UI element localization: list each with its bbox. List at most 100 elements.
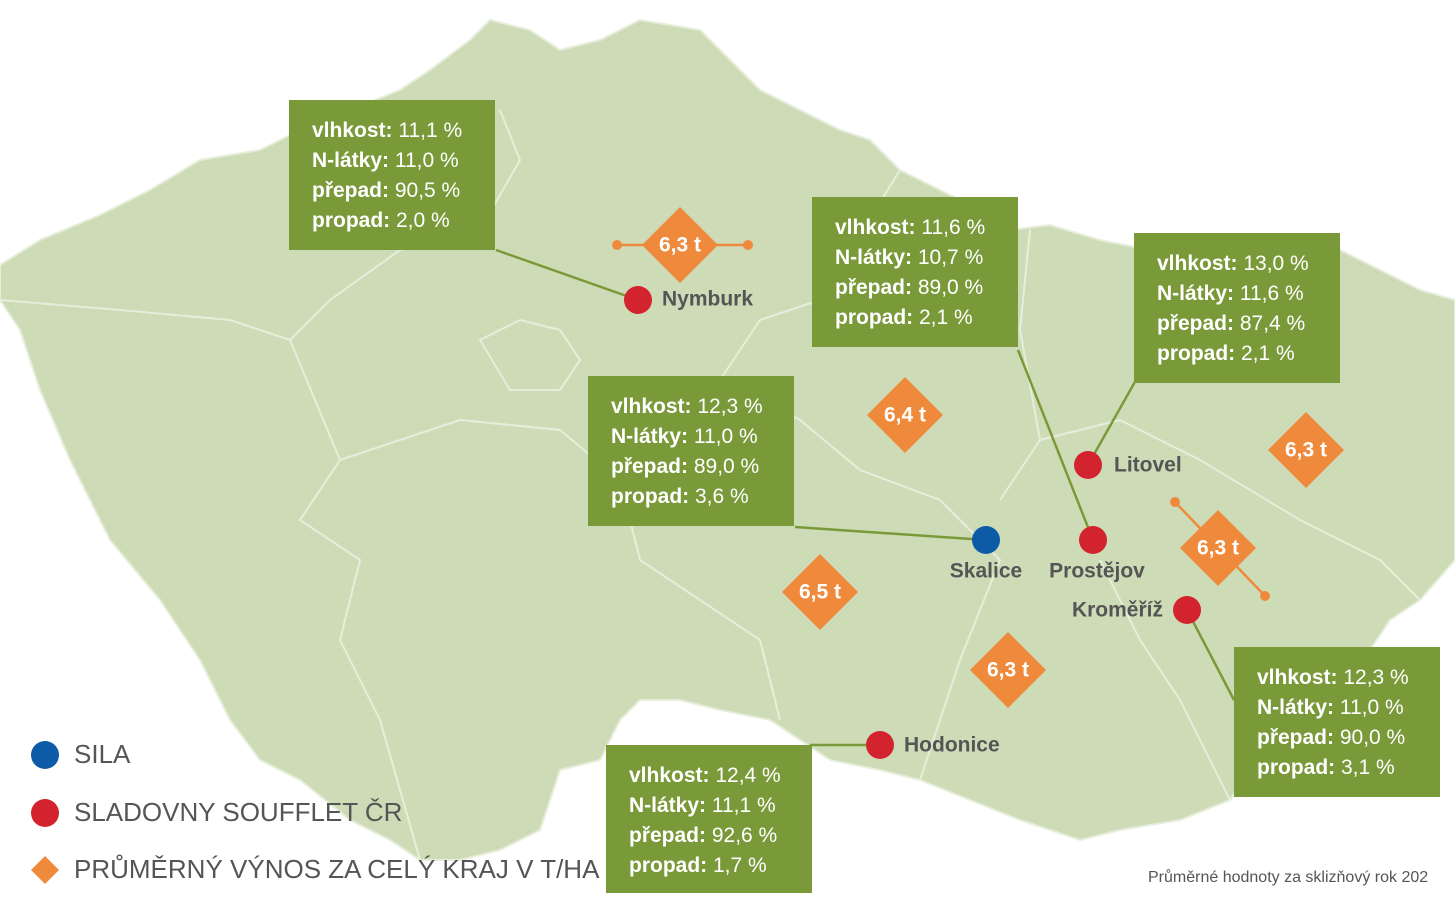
malting-marker — [866, 731, 894, 759]
location-label: Hodonice — [904, 734, 1000, 757]
stat-line: N-látky: 11,1 % — [629, 794, 776, 817]
stat-line: vlhkost: 12,3 % — [1257, 666, 1409, 689]
stat-value: 12,3 % — [692, 395, 763, 418]
stat-value: 10,7 % — [912, 246, 983, 269]
stat-line: přepad: 89,0 % — [835, 276, 983, 299]
connector — [794, 525, 987, 542]
stat-label: přepad: — [835, 276, 912, 299]
location-label: Prostějov — [1049, 560, 1145, 583]
stat-label: přepad: — [1257, 726, 1334, 749]
yield-range-end — [1170, 497, 1180, 507]
stat-value: 90,5 % — [389, 179, 460, 202]
stat-label: vlhkost: — [629, 764, 710, 787]
stat-value: 11,6 % — [916, 216, 986, 239]
malting-marker — [624, 286, 652, 314]
stat-line: přepad: 92,6 % — [629, 824, 777, 847]
stats-box — [289, 100, 495, 250]
stat-label: N-látky: — [835, 246, 912, 269]
connector — [1185, 609, 1236, 701]
stat-value: 1,7 % — [707, 854, 767, 877]
stat-value: 87,4 % — [1234, 312, 1305, 335]
yield-range-end — [612, 240, 622, 250]
footnote: Průměrné hodnoty za sklizňový rok 202 — [1148, 868, 1428, 886]
region-border — [478, 318, 582, 391]
yield-diamond — [1180, 510, 1256, 586]
stat-label: vlhkost: — [1157, 252, 1238, 275]
stat-value: 89,0 % — [912, 276, 983, 299]
region-border — [0, 109, 522, 342]
yield-diamond — [970, 632, 1046, 708]
stat-label: vlhkost: — [1257, 666, 1338, 689]
stat-value: 11,0 % — [389, 149, 459, 172]
stat-line: N-látky: 11,0 % — [611, 425, 758, 448]
stat-line: propad: 3,1 % — [1257, 756, 1395, 779]
stat-line: propad: 3,6 % — [611, 485, 749, 508]
location-label: Litovel — [1114, 454, 1182, 477]
yield-label: 6,3 t — [1285, 439, 1327, 462]
stat-label: propad: — [312, 209, 390, 232]
stat-value: 2,0 % — [390, 209, 450, 232]
stat-line: N-látky: 11,0 % — [1257, 696, 1404, 719]
legend-swatch — [31, 799, 59, 827]
stat-label: propad: — [611, 485, 689, 508]
stat-line: přepad: 90,5 % — [312, 179, 460, 202]
stat-value: 12,4 % — [710, 764, 781, 787]
stats-box — [812, 197, 1018, 347]
stat-value: 11,0 % — [688, 425, 758, 448]
stat-label: N-látky: — [629, 794, 706, 817]
silo-marker — [972, 526, 1000, 554]
location-label: Nymburk — [662, 288, 753, 311]
yield-range-end — [1260, 591, 1270, 601]
legend-label: SLADOVNY SOUFFLET ČR — [74, 797, 402, 827]
stat-line: přepad: 90,0 % — [1257, 726, 1405, 749]
stat-line: propad: 2,1 % — [1157, 342, 1295, 365]
yield-label: 6,3 t — [987, 659, 1029, 682]
yield-diamond — [867, 377, 943, 453]
stat-line: přepad: 87,4 % — [1157, 312, 1305, 335]
stat-label: propad: — [629, 854, 707, 877]
region-border — [999, 229, 1042, 501]
yield-range-end — [743, 240, 753, 250]
legend-label: SILA — [74, 739, 131, 769]
stat-value: 2,1 % — [1235, 342, 1295, 365]
stat-label: propad: — [1257, 756, 1335, 779]
stat-label: vlhkost: — [312, 119, 393, 142]
connector — [495, 248, 639, 302]
stat-line: vlhkost: 12,4 % — [629, 764, 781, 787]
legend-swatch — [31, 741, 59, 769]
yield-label: 6,3 t — [659, 234, 701, 257]
stat-value: 11,6 % — [1234, 282, 1304, 305]
stats-box — [1234, 647, 1440, 797]
stat-label: N-látky: — [611, 425, 688, 448]
stats-box — [1134, 233, 1340, 383]
stat-line: vlhkost: 11,6 % — [835, 216, 985, 239]
yield-label: 6,5 t — [799, 581, 841, 604]
stat-value: 11,0 % — [1334, 696, 1404, 719]
yield-label: 6,4 t — [884, 404, 926, 427]
yield-diamond — [642, 207, 718, 283]
location-label: Kroměříž — [1072, 599, 1163, 622]
stat-label: N-látky: — [1257, 696, 1334, 719]
stat-value: 89,0 % — [688, 455, 759, 478]
stat-value: 12,3 % — [1338, 666, 1409, 689]
yield-diamond — [782, 554, 858, 630]
malting-marker — [1173, 596, 1201, 624]
stats-box — [606, 745, 812, 895]
region-border — [1099, 559, 1231, 801]
malting-marker — [1079, 526, 1107, 554]
stat-label: vlhkost: — [611, 395, 692, 418]
stat-line: N-látky: 11,6 % — [1157, 282, 1304, 305]
stat-value: 11,1 % — [706, 794, 776, 817]
stat-value: 92,6 % — [706, 824, 777, 847]
stat-value: 3,6 % — [689, 485, 749, 508]
stat-label: N-látky: — [312, 149, 389, 172]
stat-label: vlhkost: — [835, 216, 916, 239]
stat-label: přepad: — [1157, 312, 1234, 335]
stat-line: propad: 2,1 % — [835, 306, 973, 329]
stat-label: přepad: — [312, 179, 389, 202]
stat-value: 2,1 % — [913, 306, 973, 329]
yield-label: 6,3 t — [1197, 537, 1239, 560]
malting-marker — [1074, 451, 1102, 479]
